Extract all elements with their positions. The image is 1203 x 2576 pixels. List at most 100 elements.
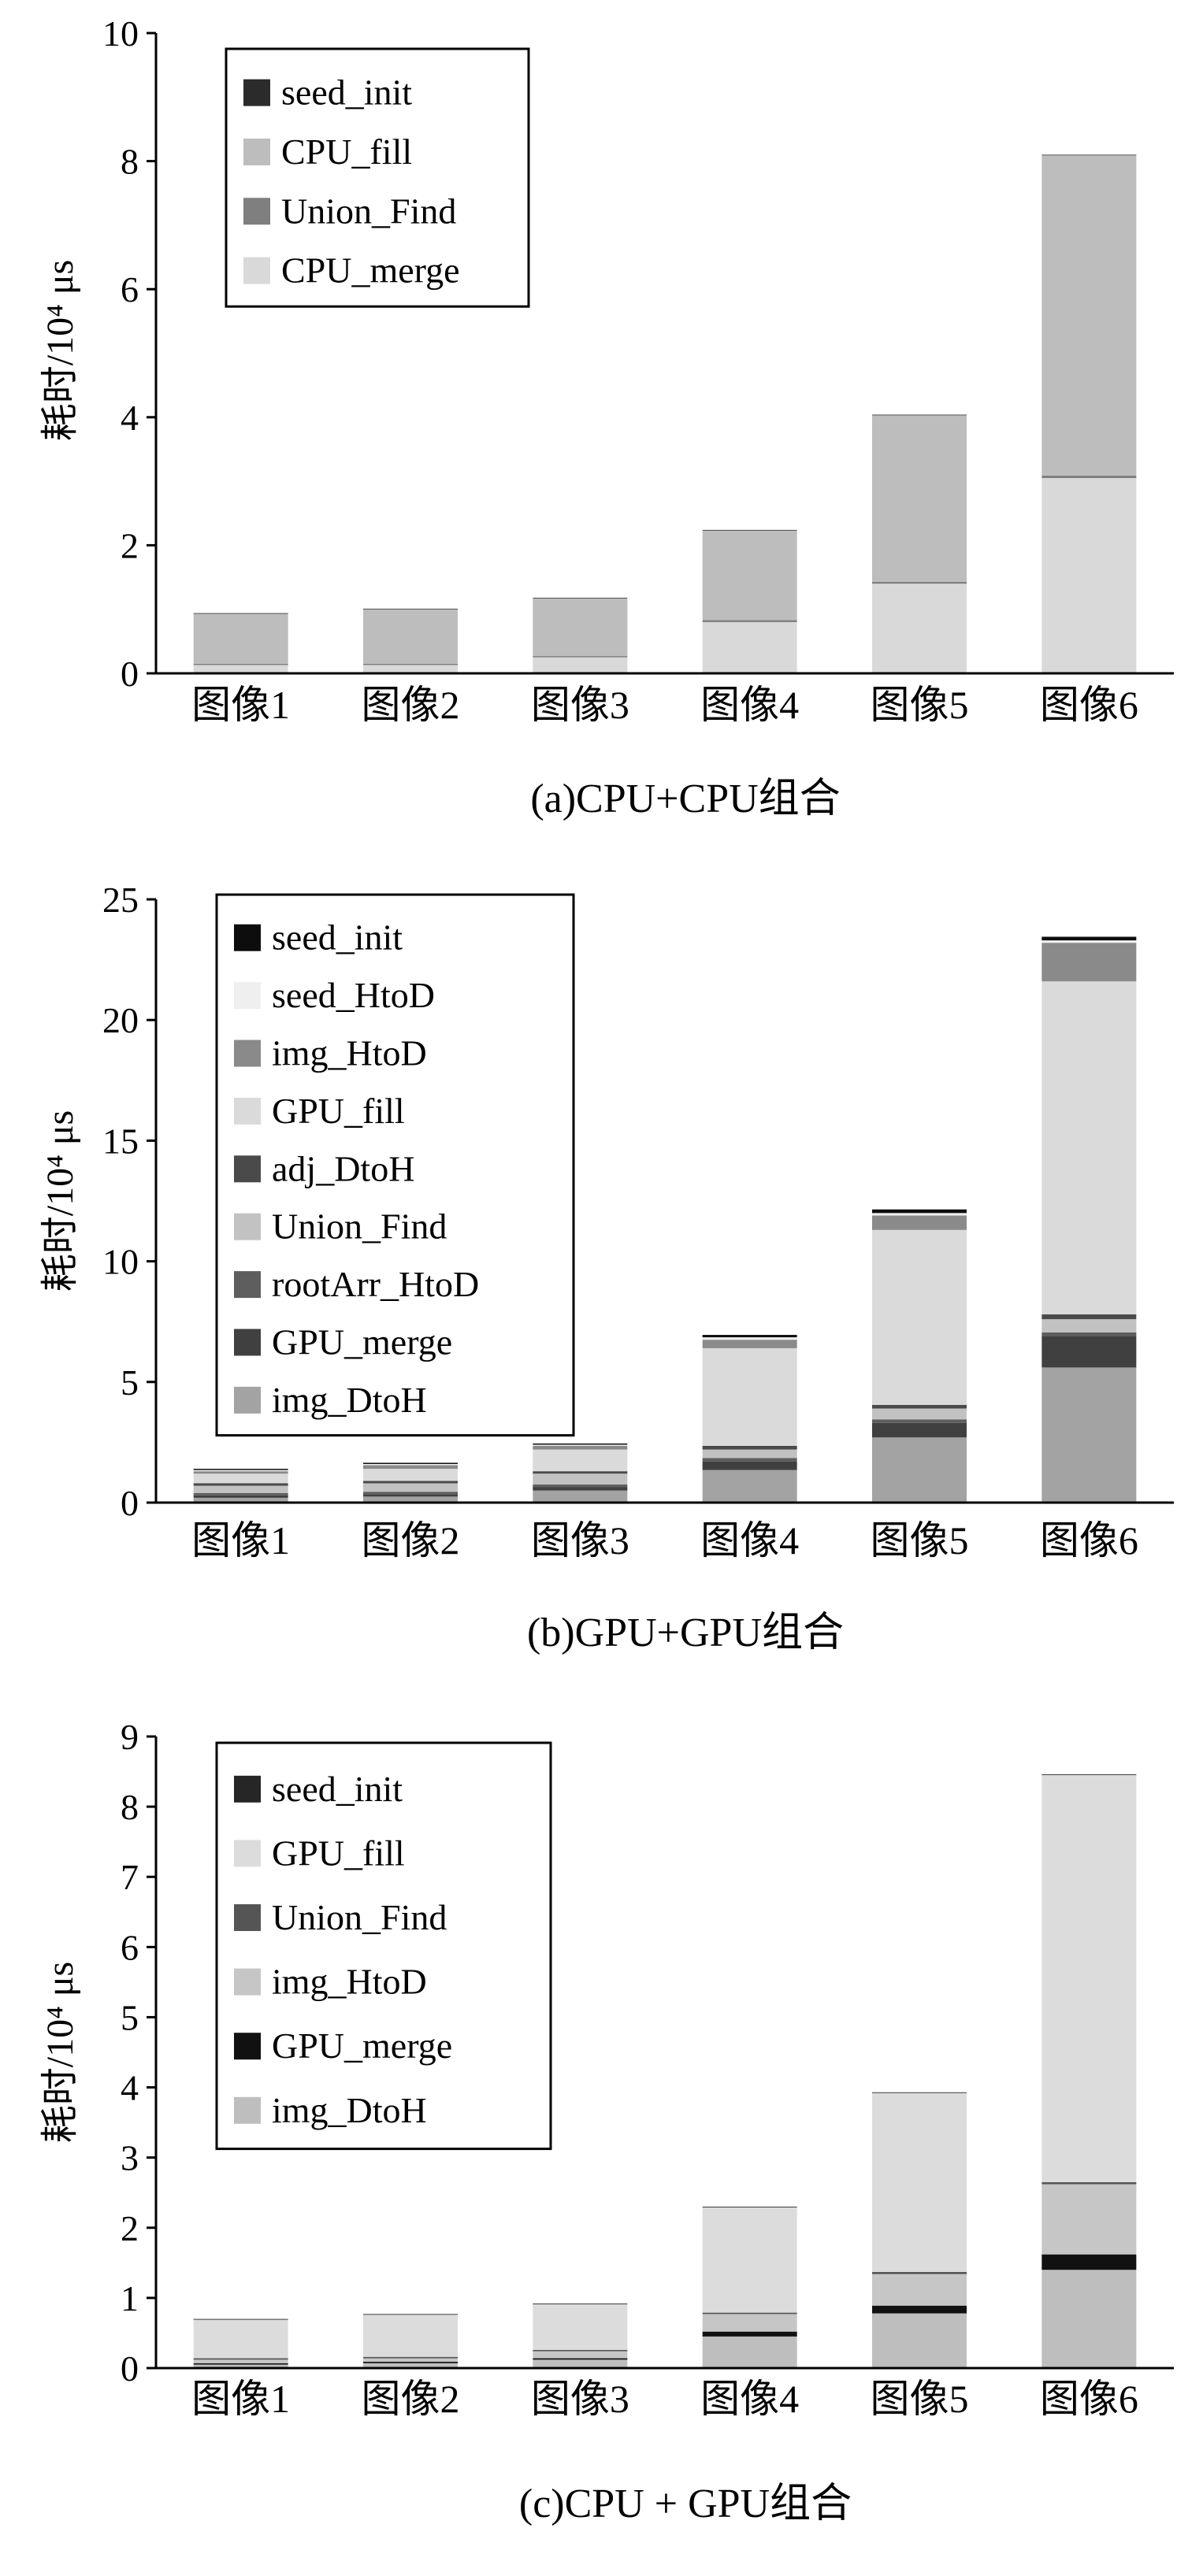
x-tick-label: 图像3 [531,1518,629,1562]
legend-swatch [234,924,261,951]
y-tick-label: 10 [102,1242,139,1282]
bar-segment-gpu-merge-6 [1041,2254,1137,2270]
bar-segment-gpu-fill-2 [363,2315,458,2357]
bar-segment-img-htod-2 [363,2358,458,2362]
bar-segment-cpu-merge-6 [1041,478,1137,673]
bar-segment-seed-htod-6 [1041,940,1137,943]
bar-segment-adj-dtoh-2 [363,1481,458,1484]
bar-segment-seed-init-4 [702,1335,797,1338]
bar-segment-seed-init-6 [1041,936,1137,941]
legend-swatch [243,79,270,106]
chart-panel-3: 图像1 图像2 图像3 图像4 图像5 图像6 0 1 2 3 4 5 6 7 8 9 耗时/10⁴ μs (c)… [39,1717,1174,2526]
legend-label: Union_Find [281,191,456,231]
bar-segment-seed-init-2 [363,1462,458,1464]
y-tick-label: 5 [121,1362,139,1403]
y-tick-label: 8 [121,1787,139,1827]
bar-segment-img-htod-3 [533,2351,628,2359]
bar-segment-gpu-fill-3 [533,1449,628,1472]
legend-swatch [234,1155,261,1183]
bar-segment-gpu-merge-3 [533,2358,628,2360]
bar-segment-adj-dtoh-3 [533,1471,628,1474]
x-tick-label: 图像4 [700,1518,799,1562]
chart-title: (c)CPU + GPU组合 [519,2481,852,2526]
y-tick-label: 2 [121,525,139,565]
bar-segment-union-find-1 [193,1485,288,1493]
bar-segment-gpu-merge-4 [702,2331,797,2337]
x-tick-label: 图像6 [1040,2377,1138,2421]
bar-segment-union-find-4 [702,620,797,622]
bar-segment-gpu-merge-1 [193,2363,288,2365]
bar-segment-img-dtoh-4 [702,2336,797,2368]
bar-segment-img-dtoh-6 [1041,2270,1137,2368]
bar-segment-img-htod-6 [1041,2184,1137,2255]
legend-swatch [234,2033,261,2060]
bar-segment-cpu-fill-2 [363,609,458,664]
bar-segment-img-htod-2 [363,1465,458,1470]
bar-segment-img-htod-3 [533,1445,628,1450]
legend-label: img_HtoD [272,1962,427,2002]
bar-segment-gpu-fill-1 [193,1473,288,1484]
chart-title: (a)CPU+CPU组合 [530,777,840,821]
bar-segment-gpu-merge-1 [193,1495,288,1498]
y-tick-label: 15 [102,1121,139,1161]
y-tick-label: 1 [121,2278,139,2318]
bar-segment-cpu-merge-2 [363,665,458,673]
legend-label: GPU_fill [272,1091,405,1131]
y-tick-label: 20 [102,1000,139,1040]
legend: seed_init CPU_fill Union_Find CPU_merge [225,47,530,308]
bar-segment-seed-htod-5 [872,1213,967,1216]
x-tick-label: 图像5 [871,1518,969,1562]
bar-segment-rootarr-htod-4 [702,1458,797,1462]
bar-segment-gpu-fill-3 [533,2304,628,2350]
y-tick-label: 4 [121,2068,139,2108]
y-tick-label: 0 [121,2348,139,2389]
bar-segment-img-dtoh-1 [193,2364,288,2368]
bar-segment-gpu-merge-5 [872,2305,967,2314]
x-tick-label: 图像2 [362,2377,460,2421]
bar-segment-union-find-1 [193,663,288,665]
y-tick-label: 6 [121,1927,139,1967]
legend-label: img_DtoH [272,2090,427,2130]
y-tick-label: 5 [121,1997,139,2037]
bar-segment-union-find-5 [872,1408,967,1420]
bar-segment-img-htod-4 [702,1340,797,1348]
legend-swatch [234,1386,261,1414]
bar-segment-gpu-fill-4 [702,2207,797,2313]
bar-segment-img-htod-1 [193,2359,288,2363]
bar-segment-rootarr-htod-1 [193,1492,288,1496]
legend-label: img_HtoD [272,1033,427,1073]
bar-segment-gpu-merge-6 [1041,1336,1137,1368]
x-tick-label: 图像2 [362,683,460,727]
x-tick-label: 图像4 [700,2377,799,2421]
bar-segment-img-dtoh-2 [363,1496,458,1503]
bar-segment-rootarr-htod-6 [1041,1332,1137,1336]
bar-segment-seed-htod-4 [702,1337,797,1340]
bar-segment-img-dtoh-6 [1041,1367,1137,1503]
bar-segment-union-find-6 [1041,1319,1137,1332]
x-tick-label: 图像6 [1040,683,1138,727]
x-tick-label: 图像1 [191,683,290,727]
bar-segment-seed-init-5 [872,2092,967,2093]
legend: seed_init seed_HtoD img_HtoD GPU_fill adj_Dt… [215,893,575,1437]
y-tick-label: 7 [121,1857,139,1897]
bar-segment-union-find-5 [872,2271,967,2274]
legend-swatch [243,198,270,225]
legend-label: img_DtoH [272,1380,427,1420]
y-axis-label: 耗时/10⁴ μs [39,1962,81,2144]
legend-label: CPU_fill [281,132,412,172]
legend-box [215,893,575,1437]
y-tick-label: 3 [121,2138,139,2178]
bar-segment-cpu-fill-6 [1041,155,1137,476]
bar-segment-union-find-3 [533,1473,628,1485]
legend-label: rootArr_HtoD [272,1264,479,1304]
legend-label: Union_Find [272,1206,447,1247]
bar-segment-img-htod-4 [702,2314,797,2332]
legend-label: CPU_merge [281,250,460,291]
bar-segment-img-dtoh-3 [533,1490,628,1503]
bar-segment-adj-dtoh-5 [872,1404,967,1409]
y-tick-label: 8 [121,142,139,182]
legend-label: GPU_merge [272,1322,452,1362]
bar-segment-cpu-fill-4 [702,530,797,621]
bar-segment-gpu-fill-6 [1041,1775,1137,2182]
bar-segment-gpu-fill-4 [702,1347,797,1446]
